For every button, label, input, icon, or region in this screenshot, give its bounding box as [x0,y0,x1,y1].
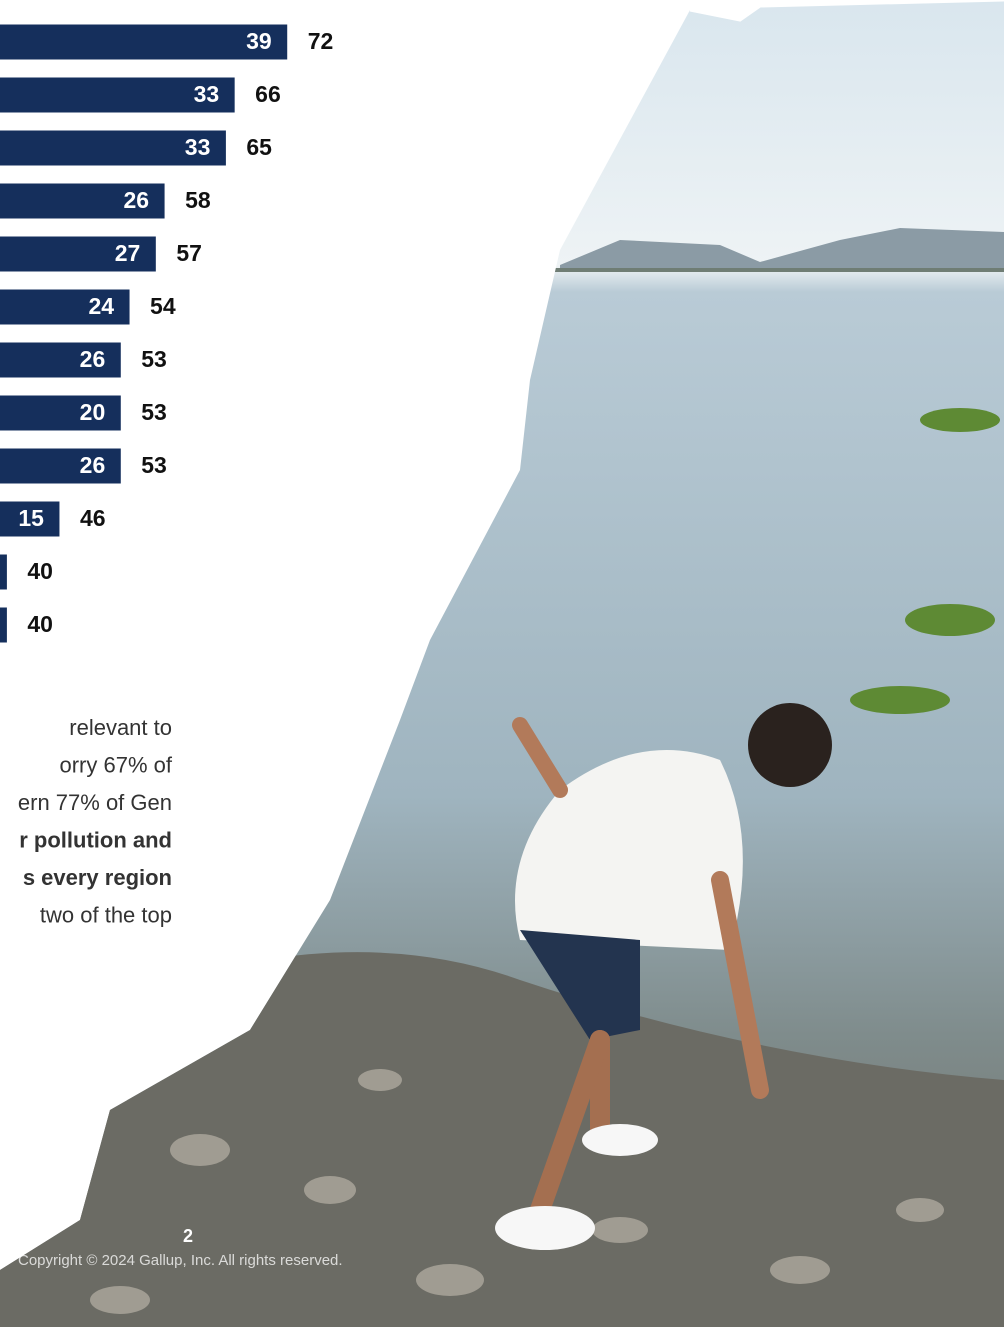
paragraph-line: s every region [23,865,172,890]
total-label: 58 [185,187,211,213]
paragraph-line: r pollution and [19,827,172,852]
paragraph-line: orry 67% of [60,752,173,777]
paragraph-line: two of the top [40,902,172,927]
total-label: 40 [27,558,53,584]
total-label: 54 [150,293,176,319]
bar-segment [0,394,122,432]
total-label: 57 [176,240,202,266]
page-number: 2 [183,1226,193,1246]
paragraph-line: ern 77% of Gen [18,790,172,815]
bar-segment [0,341,122,379]
bar-segment [0,235,157,273]
total-label: 53 [141,452,167,478]
segment-label: 26 [80,346,106,372]
bar-segment [0,553,8,591]
bar-segment [0,76,236,114]
bar-segment [0,129,227,167]
segment-label: 33 [194,81,220,107]
total-label: 66 [255,81,281,107]
segment-label: 20 [80,399,106,425]
segment-label: 39 [246,28,272,54]
bar-segment [0,500,61,538]
segment-label: 15 [18,505,44,531]
total-label: 40 [27,611,53,637]
segment-label: 26 [80,452,106,478]
total-label: 53 [141,346,167,372]
segment-label: 33 [185,134,211,160]
copyright: Copyright © 2024 Gallup, Inc. All rights… [18,1252,343,1269]
total-label: 65 [246,134,272,160]
segment-label: 27 [115,240,141,266]
bar-segment [0,447,122,485]
total-label: 72 [308,28,334,54]
segment-label: 26 [123,187,149,213]
total-label: 53 [141,399,167,425]
bar-segment [0,23,289,61]
bar-segment [0,288,131,326]
bar-segment [0,182,166,220]
segment-label: 24 [88,293,114,319]
paragraph-line: relevant to [69,715,172,740]
bar-segment [0,606,8,644]
total-label: 46 [80,505,106,531]
